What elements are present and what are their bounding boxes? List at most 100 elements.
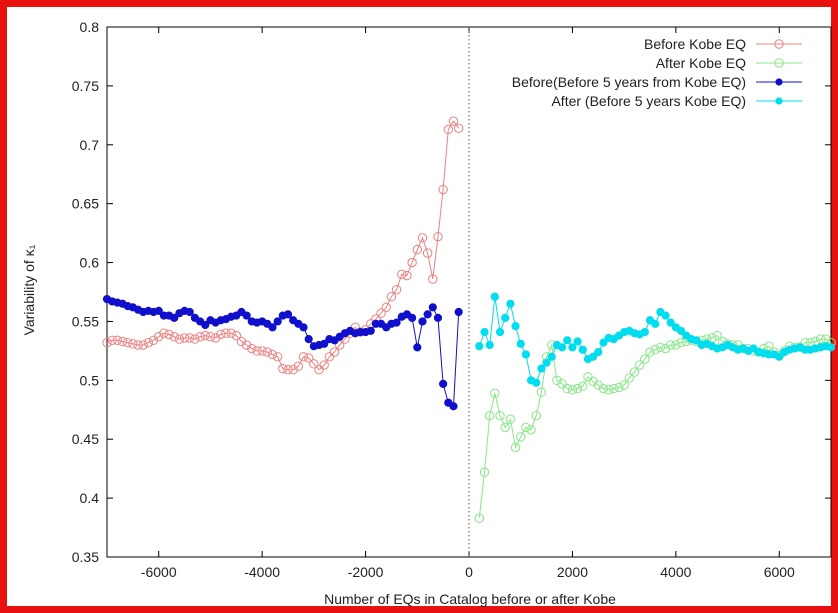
legend-label: Before(Before 5 years from Kobe EQ): [512, 74, 746, 90]
data-point: [629, 367, 640, 377]
data-point: [408, 313, 417, 323]
data-point: [221, 328, 231, 338]
data-point: [666, 318, 675, 327]
x-tick-label: 6000: [764, 564, 795, 580]
data-point: [563, 336, 572, 345]
data-point: [510, 442, 521, 453]
data-point: [532, 378, 541, 387]
data-point: [572, 383, 583, 394]
data-point: [428, 274, 438, 284]
data-point: [417, 233, 428, 243]
y-tick-label: 0.7: [80, 137, 100, 153]
data-point: [521, 350, 530, 359]
data-point: [619, 380, 629, 390]
series-line: [106, 120, 460, 371]
data-point: [413, 343, 422, 352]
data-point: [531, 410, 541, 421]
data-point: [634, 360, 645, 370]
y-tick-label: 0.65: [72, 196, 99, 212]
data-point: [650, 345, 660, 355]
y-tick-label: 0.8: [80, 19, 100, 35]
data-point: [599, 338, 608, 347]
data-point: [283, 365, 293, 375]
data-point: [195, 332, 205, 342]
data-point: [200, 330, 210, 341]
axes: -6000 -4000 -2000 0 2000 4000 6000 0.35 0.4 0.45 0…: [72, 19, 832, 580]
data-point: [661, 311, 670, 320]
data-point: [449, 402, 458, 411]
x-tick-label: -6000: [141, 564, 177, 580]
data-point: [392, 318, 401, 327]
data-point: [505, 414, 516, 424]
data-point: [422, 248, 433, 258]
data-point: [169, 332, 179, 342]
data-point: [319, 360, 329, 370]
data-point: [298, 352, 309, 362]
data-point: [651, 319, 660, 328]
y-tick-label: 0.45: [72, 431, 99, 447]
data-point: [557, 379, 567, 389]
data-point: [397, 269, 407, 280]
data-point: [578, 381, 588, 391]
data-point: [645, 347, 655, 357]
series-line: [478, 334, 832, 519]
data-point: [475, 342, 484, 351]
data-point: [603, 385, 614, 395]
data-point: [516, 432, 526, 442]
data-point: [304, 335, 313, 344]
data-point: [190, 334, 200, 344]
data-point: [516, 339, 525, 348]
data-point: [324, 352, 335, 362]
data-point: [443, 124, 454, 135]
data-point: [376, 308, 386, 318]
data-point: [568, 343, 577, 352]
data-point: [676, 337, 686, 348]
data-point: [624, 373, 635, 383]
legend-label: After Kobe EQ: [656, 55, 746, 71]
data-point: [485, 340, 494, 350]
data-point: [273, 317, 282, 326]
y-tick-label: 0.55: [72, 313, 99, 329]
data-point: [391, 284, 402, 295]
data-point: [174, 334, 185, 344]
data-point: [179, 333, 190, 343]
data-point: [500, 422, 510, 433]
data-point: [418, 317, 427, 326]
data-point: [138, 340, 148, 350]
y-tick-label: 0.6: [80, 255, 100, 271]
data-point: [407, 257, 417, 268]
data-point: [268, 323, 277, 332]
data-point: [299, 323, 308, 332]
data-point: [640, 327, 649, 337]
data-point: [826, 343, 836, 352]
data-point: [547, 352, 556, 361]
data-point: [423, 310, 432, 319]
x-axis-title: Number of EQs in Catalog before or after…: [324, 591, 616, 607]
y-tick-label: 0.4: [80, 490, 100, 506]
data-point: [278, 363, 288, 374]
legend-label: Before Kobe EQ: [644, 36, 746, 52]
x-tick-label: -4000: [244, 564, 280, 580]
data-point: [557, 343, 567, 352]
data-point: [320, 339, 329, 348]
data-point: [474, 513, 485, 523]
y-tick-label: 0.5: [80, 372, 100, 388]
data-point: [159, 328, 169, 338]
data-point: [526, 425, 536, 435]
data-point: [573, 337, 582, 346]
data-point: [614, 382, 624, 393]
data-point: [102, 337, 112, 348]
data-point: [521, 422, 531, 433]
data-point: [501, 313, 510, 323]
data-point: [185, 307, 194, 317]
data-point: [288, 365, 298, 375]
data-point: [433, 231, 443, 242]
data-point: [117, 336, 128, 347]
data-point: [775, 352, 784, 361]
data-point: [185, 333, 195, 343]
legend-label: After (Before 5 years Kobe EQ): [551, 93, 746, 109]
series-line: [478, 296, 832, 384]
data-point: [495, 327, 505, 337]
data-point: [112, 335, 123, 345]
data-point: [676, 326, 686, 335]
